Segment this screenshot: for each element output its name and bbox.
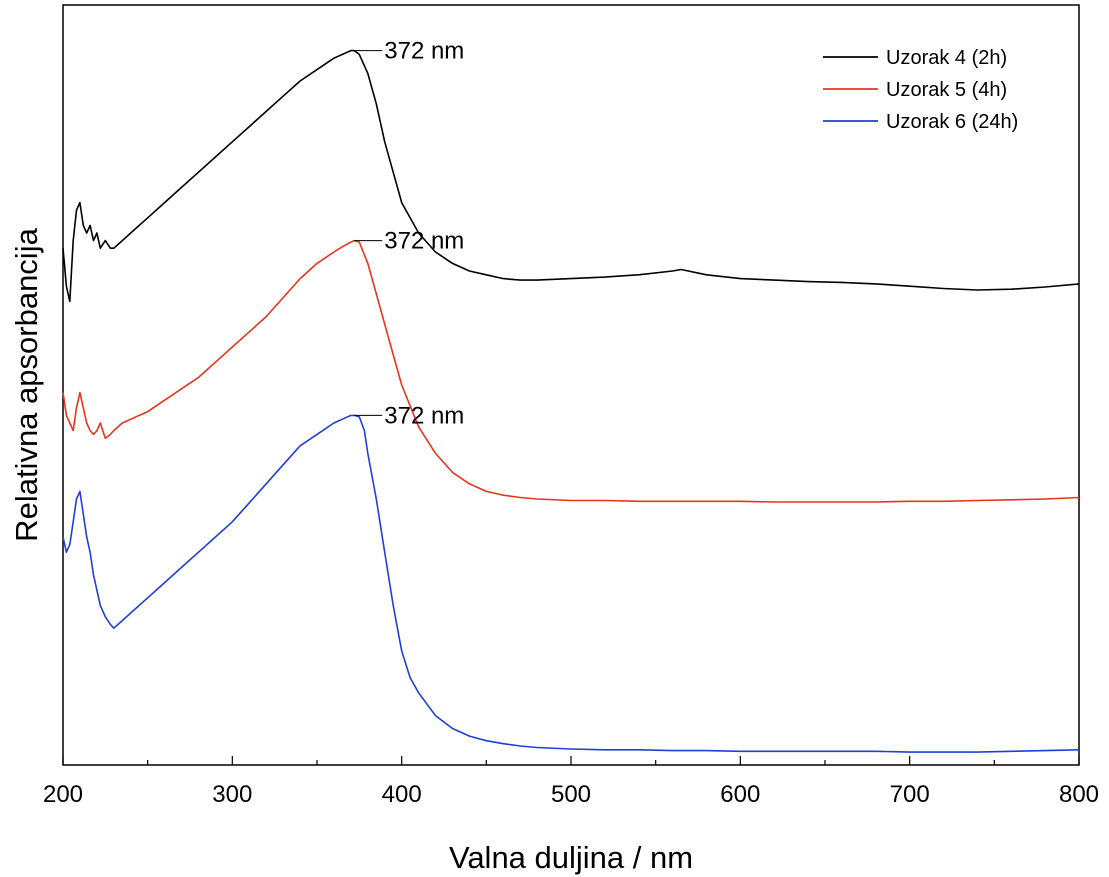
legend: Uzorak 4 (2h) Uzorak 5 (4h) Uzorak 6 (24h) [823, 47, 1018, 133]
legend-label-2: Uzorak 5 (4h) [886, 79, 1007, 101]
series-line-2 [62, 239, 1080, 503]
annotation-label-3: 372 nm [384, 402, 464, 429]
peak-annotations: 372 nm 372 nm 372 nm [354, 38, 464, 429]
x-tick-label: 700 [890, 781, 930, 808]
annotation-label-1: 372 nm [384, 38, 464, 65]
legend-label-3: Uzorak 6 (24h) [886, 111, 1018, 133]
y-axis-title: Relativna apsorbancija [9, 227, 44, 541]
x-tick-label: 800 [1059, 781, 1099, 808]
x-tick-label: 600 [720, 781, 760, 808]
x-axis-title: Valna duljina / nm [449, 840, 693, 875]
x-tick-label: 400 [382, 781, 422, 808]
series-line-3 [62, 414, 1080, 753]
x-axis-ticks: 200 300 400 500 600 700 800 [43, 756, 1099, 808]
series-lines [62, 49, 1080, 753]
x-tick-label: 500 [551, 781, 591, 808]
x-tick-label: 300 [212, 781, 252, 808]
legend-label-1: Uzorak 4 (2h) [886, 47, 1007, 69]
annotation-label-2: 372 nm [384, 228, 464, 255]
x-tick-label: 200 [43, 781, 83, 808]
